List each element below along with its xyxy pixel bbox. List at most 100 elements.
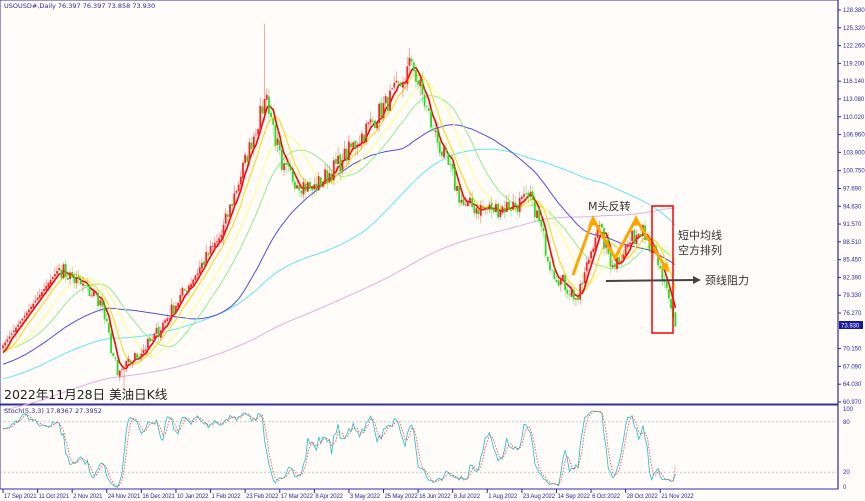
candle (155, 322, 158, 338)
candle (624, 242, 627, 258)
ma10-line (2, 74, 676, 365)
candle-body (566, 289, 569, 294)
time-tick-label: 10 Jan 2022 (177, 494, 209, 500)
candle (2, 343, 4, 351)
candle-body (415, 69, 417, 82)
candle-body (231, 203, 234, 207)
candle (453, 163, 456, 191)
candle-body (596, 225, 599, 238)
candle (244, 151, 247, 166)
candle-body (263, 99, 266, 115)
candle-body (477, 209, 480, 215)
candle (53, 267, 56, 281)
candle-body (30, 306, 33, 310)
candle (553, 263, 556, 280)
candle-body (185, 290, 188, 293)
candle (447, 152, 450, 166)
candle (97, 289, 100, 312)
candle-body (51, 277, 54, 280)
candle (533, 194, 536, 223)
candle (527, 190, 530, 204)
candle (10, 330, 13, 338)
candle (285, 161, 288, 174)
candle (51, 276, 54, 282)
candle (369, 111, 372, 131)
candle (512, 193, 515, 211)
candle-body (618, 256, 621, 263)
candle-body (201, 262, 203, 269)
candle (88, 283, 91, 297)
candle-body (276, 138, 279, 145)
candle-body (108, 322, 110, 333)
candle-body (462, 198, 465, 206)
candle-body (661, 269, 664, 282)
candle (127, 354, 130, 365)
candle-body (265, 94, 268, 100)
candle-body (79, 279, 82, 285)
candle-body (66, 277, 69, 280)
candle-body (378, 103, 381, 123)
candle (399, 80, 402, 87)
candle-body (421, 79, 424, 95)
candle (568, 288, 571, 301)
candle-body (665, 282, 668, 288)
ma120-line (2, 148, 676, 380)
candle-body (551, 269, 554, 271)
candle (410, 54, 413, 67)
candle-body (317, 176, 320, 191)
candle (415, 63, 417, 89)
candle (460, 193, 463, 206)
candle-body (127, 358, 130, 362)
candle-body (123, 367, 125, 370)
candle (425, 106, 428, 113)
candle-body (382, 103, 385, 118)
price-tick-label: 67.090 (843, 364, 862, 370)
candle-body (140, 353, 143, 357)
candle (406, 56, 409, 92)
candle-body (343, 148, 346, 160)
candle (95, 292, 97, 294)
candle-body (255, 134, 257, 136)
candle-body (404, 82, 407, 84)
time-tick-label: 1 Feb 2022 (212, 494, 242, 500)
candle (30, 303, 33, 312)
candle-body (73, 276, 76, 283)
candle-body (86, 284, 89, 286)
candle (471, 191, 474, 208)
candle-body (116, 359, 119, 376)
candle (637, 232, 640, 239)
price-tick-label: 100.750 (843, 169, 865, 175)
candle-body (616, 257, 618, 269)
ma20-line (2, 83, 676, 358)
candle-body (149, 338, 151, 342)
neckline-label: 颈线阻力 (705, 273, 749, 287)
time-tick-label: 17 Mar 2022 (281, 494, 314, 500)
candle-body (19, 321, 22, 324)
candle-body (594, 237, 597, 251)
candle-body (380, 102, 383, 118)
candle (32, 299, 35, 310)
candle-body (207, 253, 210, 256)
candle (341, 153, 344, 176)
candle-body (335, 159, 337, 164)
candle-body (244, 154, 247, 164)
candle (218, 232, 221, 247)
candle-body (443, 146, 445, 158)
candle (432, 123, 435, 132)
candle-body (395, 80, 398, 83)
candle-body (648, 238, 651, 250)
candle (153, 332, 156, 342)
candle-body (501, 206, 504, 214)
candle (140, 348, 143, 362)
candle (315, 176, 318, 194)
candle (495, 199, 497, 214)
candle-body (531, 191, 534, 201)
candle-body (209, 246, 212, 254)
candle (75, 271, 78, 289)
candle (572, 287, 575, 305)
candle (252, 132, 255, 156)
candle (440, 148, 443, 160)
candle-body (622, 254, 625, 260)
price-tick-label: 82.390 (843, 275, 862, 281)
candle-body (47, 282, 50, 288)
